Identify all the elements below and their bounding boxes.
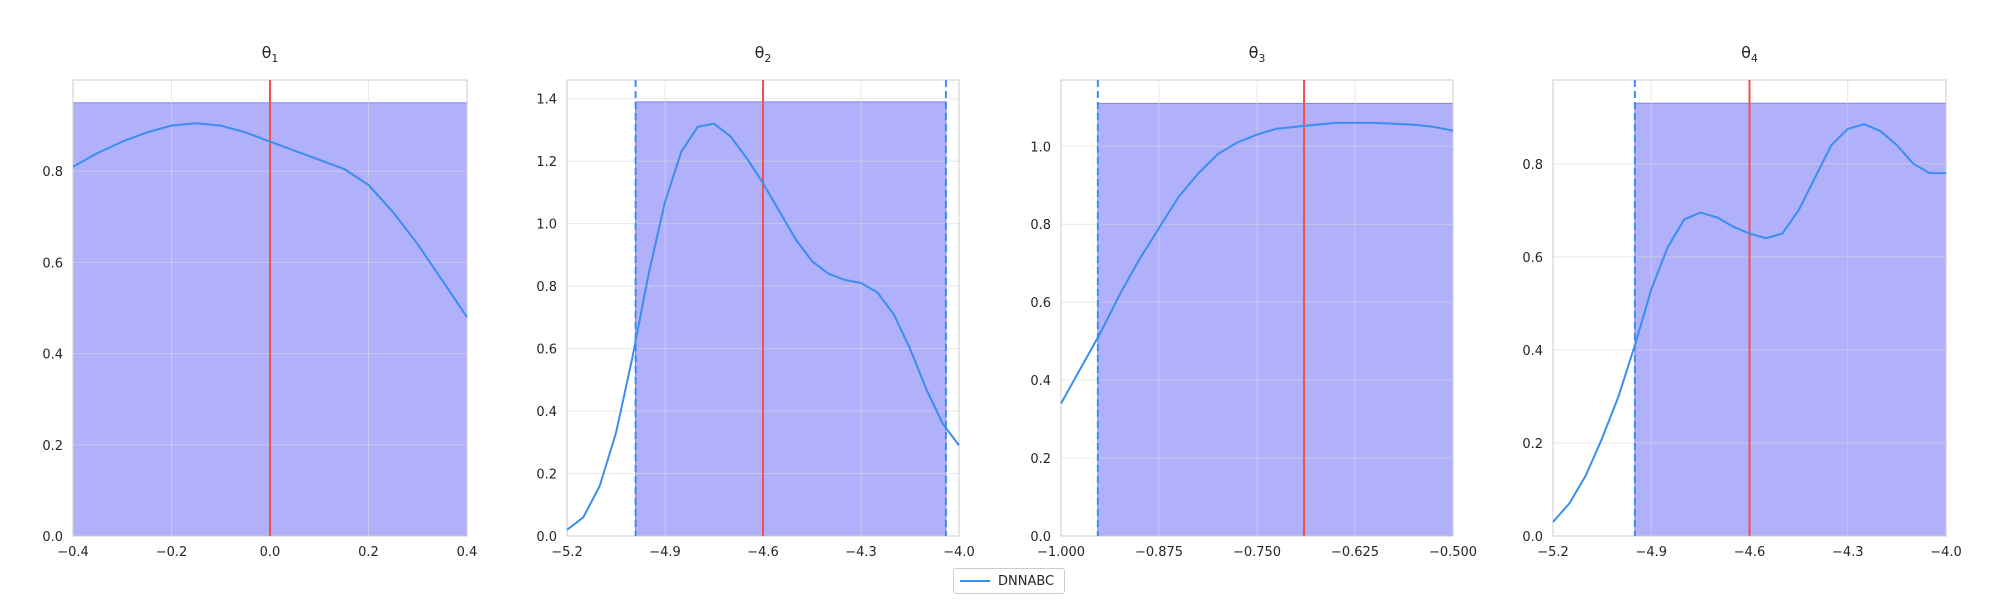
panel-4-ytick-label-1: 0.2 [1522,437,1543,452]
panel-1-ytick-label-1: 0.2 [42,439,63,454]
legend: DNNABC [953,568,1065,594]
panel-1-ytick-label-2: 0.4 [42,348,63,363]
panel-3-shaded-region [1097,102,1454,537]
panel-2-xtick-label-2: −4.6 [747,545,779,560]
panel-2-xtick-label-0: −5.2 [551,545,583,560]
legend-swatch-dnnabc [960,580,990,582]
panel-2-xtick-label-3: −4.3 [845,545,877,560]
panel-4-ytick-label-4: 0.8 [1522,158,1543,173]
panel-3-xtick-label-4: −0.500 [1429,545,1477,560]
panel-1-xtick-label-2: 0.0 [260,545,281,560]
panel-1-ytick-label-3: 0.6 [42,256,63,271]
panel-1-density-line [72,122,468,318]
panel-2-ytick-label-2: 0.4 [536,405,557,420]
panel-2-title-subscript: 2 [764,52,771,65]
panel-2-ytick-label-6: 1.2 [536,155,557,170]
panel-3-density-line [1060,121,1454,404]
panel-3-ytick-label-4: 0.8 [1030,218,1051,233]
legend-label-dnnabc: DNNABC [998,573,1055,589]
panel-1-ytick-label-0: 0.0 [42,530,63,545]
panel-3-xtick-label-0: −1.000 [1037,545,1085,560]
panel-4-ytick-label-3: 0.6 [1522,251,1543,266]
panel-4-xtick-label-2: −4.6 [1734,545,1766,560]
panel-4-xtick-label-1: −4.9 [1635,545,1667,560]
panel-4-xtick-label-0: −5.2 [1537,545,1569,560]
panel-4-ytick-label-0: 0.0 [1522,530,1543,545]
panel-1-xtick-label-1: −0.2 [156,545,188,560]
panel-3-xtick-label-2: −0.750 [1233,545,1281,560]
panel-2-ytick-label-4: 0.8 [536,280,557,295]
panel-3-title: θ3 [1249,43,1266,65]
panel-4-density-line [1552,123,1946,523]
panel-4-title: θ4 [1741,43,1758,65]
panel-1-xtick-label-3: 0.2 [358,545,379,560]
panel-3-title-subscript: 3 [1258,52,1265,65]
panel-3-xtick-label-1: −0.875 [1135,545,1183,560]
panel-2: −5.2 −4.9 −4.6 −4.3 −4.0 0.0 0.2 0.4 0.6 0.8 1.0 1.… [536,43,974,560]
panel-1: −0.4 −0.2 0.0 0.2 0.4 0.0 0.2 0.4 0.6 0.8 θ1 [42,43,477,560]
panel-1-ytick-label-4: 0.8 [42,165,63,180]
panel-2-density-line [566,122,960,531]
panel-1-title: θ1 [262,43,279,65]
panel-4-title-subscript: 4 [1751,52,1758,65]
panel-3-ytick-label-5: 1.0 [1030,140,1051,155]
panel-2-ytick-label-0: 0.0 [536,530,557,545]
panel-3-frame [1060,79,1454,537]
panel-2-xtick-label-1: −4.9 [649,545,681,560]
panel-2-title: θ2 [755,43,772,65]
panel-4-ytick-label-2: 0.4 [1522,344,1543,359]
panel-3-ytick-label-2: 0.4 [1030,374,1051,389]
panel-4-xtick-label-3: −4.3 [1832,545,1864,560]
panel-1-xtick-label-0: −0.4 [57,545,89,560]
panel-2-ytick-label-5: 1.0 [536,218,557,233]
panel-1-title-subscript: 1 [271,52,278,65]
panel-3-ytick-label-0: 0.0 [1030,530,1051,545]
panel-3-xtick-label-3: −0.625 [1331,545,1379,560]
panel-4: −5.2 −4.9 −4.6 −4.3 −4.0 0.0 0.2 0.4 0.6 0.8 θ4 [1522,43,1961,560]
panel-2-shaded-region [635,101,947,537]
panel-2-ytick-label-1: 0.2 [536,468,557,483]
panel-3: −1.000 −0.875 −0.750 −0.625 −0.500 0.0 0.2 0.4 0… [1030,43,1477,560]
panel-2-ytick-label-7: 1.4 [536,93,557,108]
panel-1-xtick-label-4: 0.4 [457,545,478,560]
panel-2-ytick-label-3: 0.6 [536,343,557,358]
panel-2-xtick-label-4: −4.0 [943,545,975,560]
panel-3-ytick-label-3: 0.6 [1030,296,1051,311]
panel-3-ytick-label-1: 0.2 [1030,452,1051,467]
panel-4-shaded-region [1634,102,1947,537]
panel-4-xtick-label-4: −4.0 [1930,545,1962,560]
